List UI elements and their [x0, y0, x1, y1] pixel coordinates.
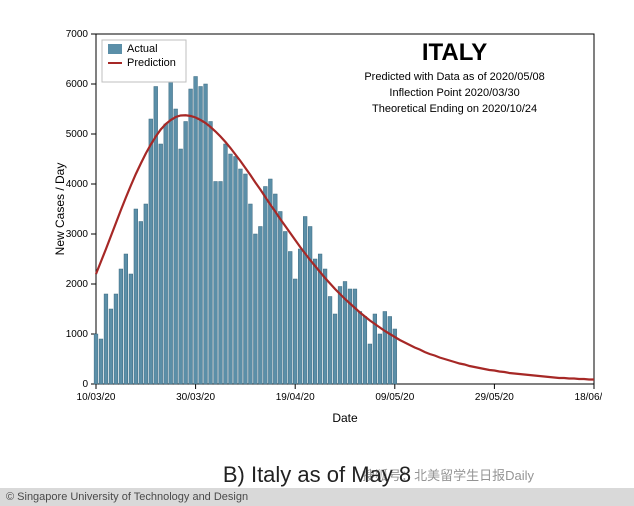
bar-actual	[109, 309, 113, 384]
bar-actual	[199, 87, 203, 385]
bar-actual	[144, 204, 148, 384]
bar-actual	[114, 294, 118, 384]
bar-actual	[263, 187, 267, 385]
ytick-label: 2000	[66, 279, 89, 290]
legend-swatch	[108, 44, 122, 54]
bar-actual	[283, 232, 287, 385]
bar-actual	[253, 234, 257, 384]
watermark-text: 搜狐号：北美留学生日报Daily	[362, 465, 534, 484]
bar-actual	[288, 252, 292, 385]
ytick-label: 7000	[66, 29, 89, 40]
bar-actual	[184, 122, 188, 385]
ytick-label: 0	[82, 379, 88, 390]
chart-subtitle-line: Predicted with Data as of 2020/05/08	[364, 71, 544, 83]
xtick-label: 09/05/20	[375, 392, 414, 403]
bar-actual	[383, 312, 387, 385]
bar-actual	[244, 174, 248, 384]
bar-actual	[368, 344, 372, 384]
y-axis-label: New Cases / Day	[53, 163, 67, 256]
bar-actual	[273, 194, 277, 384]
bar-actual	[278, 212, 282, 385]
xtick-label: 10/03/20	[77, 392, 116, 403]
bar-actual	[159, 144, 163, 384]
bar-actual	[363, 317, 367, 385]
bar-actual	[204, 84, 208, 384]
italy-chart-svg: 0 1000 2000 3000 4000 5000 6000 7000 10/03/20 30/…	[52, 28, 602, 428]
bar-actual	[104, 294, 108, 384]
bar-actual	[229, 154, 233, 384]
bar-actual	[378, 334, 382, 384]
bar-actual	[189, 89, 193, 384]
xtick-label: 29/05/20	[475, 392, 514, 403]
ytick-label: 3000	[66, 229, 89, 240]
bar-actual	[258, 227, 262, 385]
chart-frame: 0 1000 2000 3000 4000 5000 6000 7000 10/03/20 30/…	[0, 0, 634, 506]
bar-actual	[194, 77, 198, 385]
bar-actual	[308, 227, 312, 385]
bar-actual	[293, 279, 297, 384]
bar-actual	[234, 157, 238, 385]
bar-actual	[333, 314, 337, 384]
bar-actual	[174, 109, 178, 384]
bar-actual	[119, 269, 123, 384]
bar-actual	[313, 259, 317, 384]
bar-actual	[249, 204, 253, 384]
ytick-label: 5000	[66, 129, 89, 140]
chart-title: ITALY	[422, 39, 487, 66]
legend-label: Prediction	[127, 57, 176, 69]
bar-actual	[94, 334, 98, 384]
bar-actual	[224, 144, 228, 384]
bar-actual	[268, 179, 272, 384]
xtick-label: 30/03/20	[176, 392, 215, 403]
ytick-label: 4000	[66, 179, 89, 190]
xtick-label: 19/04/20	[276, 392, 315, 403]
bar-actual	[164, 124, 168, 384]
bar-actual	[149, 119, 153, 384]
bar-actual	[209, 122, 213, 385]
ytick-label: 1000	[66, 329, 89, 340]
bar-actual	[298, 249, 302, 384]
bar-actual	[328, 297, 332, 385]
bar-actual	[169, 59, 173, 384]
chart-subtitle-line: Theoretical Ending on 2020/10/24	[372, 103, 537, 115]
bar-actual	[179, 149, 183, 384]
bar-actual	[154, 87, 158, 385]
x-axis-label: Date	[332, 411, 358, 425]
bar-actual	[303, 217, 307, 385]
figure-caption: B) Italy as of May 8	[0, 462, 634, 488]
bar-actual	[99, 339, 103, 384]
ytick-label: 6000	[66, 79, 89, 90]
bar-actual	[139, 222, 143, 385]
bar-actual	[214, 182, 218, 385]
bar-actual	[219, 182, 223, 385]
bar-actual	[239, 169, 243, 384]
xtick-label: 18/06/20	[575, 392, 602, 403]
bar-actual	[129, 274, 133, 384]
bar-actual	[323, 269, 327, 384]
bar-actual	[358, 312, 362, 385]
credit-bar: © Singapore University of Technology and…	[0, 488, 634, 506]
bar-actual	[338, 287, 342, 385]
bar-actual	[388, 317, 392, 385]
bar-actual	[353, 289, 357, 384]
chart-subtitle-line: Inflection Point 2020/03/30	[389, 87, 519, 99]
bar-actual	[124, 254, 128, 384]
legend-label: Actual	[127, 43, 158, 55]
bar-actual	[134, 209, 138, 384]
